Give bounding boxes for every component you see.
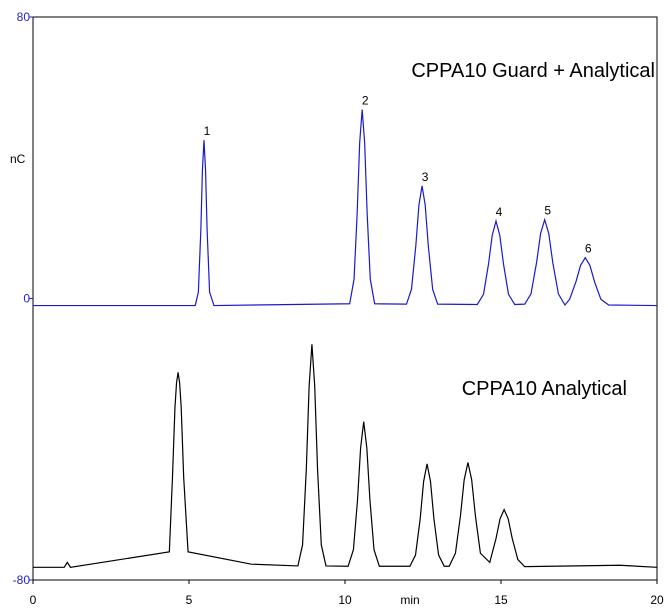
y-tick-label: 0 [23, 292, 30, 306]
trace-label: CPPA10 Analytical [462, 378, 627, 400]
x-tick-label: 20 [650, 593, 664, 607]
y-axis-label: nC [10, 152, 26, 166]
trace [33, 344, 658, 568]
trace [33, 109, 658, 307]
y-tick-label: -80 [13, 573, 31, 587]
x-tick-label: 10 [338, 593, 352, 607]
peak-label: 3 [422, 170, 429, 184]
plot-frame [32, 16, 658, 581]
x-axis-label: min [400, 593, 419, 607]
x-tick-label: 5 [186, 593, 193, 607]
y-tick-label: 80 [17, 10, 31, 24]
x-tick-label: 0 [30, 593, 37, 607]
peak-label: 5 [544, 204, 551, 218]
peak-label: 1 [204, 124, 211, 138]
peak-label: 4 [496, 205, 503, 219]
trace-label: CPPA10 Guard + Analytical [411, 60, 655, 82]
x-tick-label: 15 [494, 593, 508, 607]
peak-label: 6 [585, 242, 592, 256]
peak-label: 2 [362, 94, 369, 108]
